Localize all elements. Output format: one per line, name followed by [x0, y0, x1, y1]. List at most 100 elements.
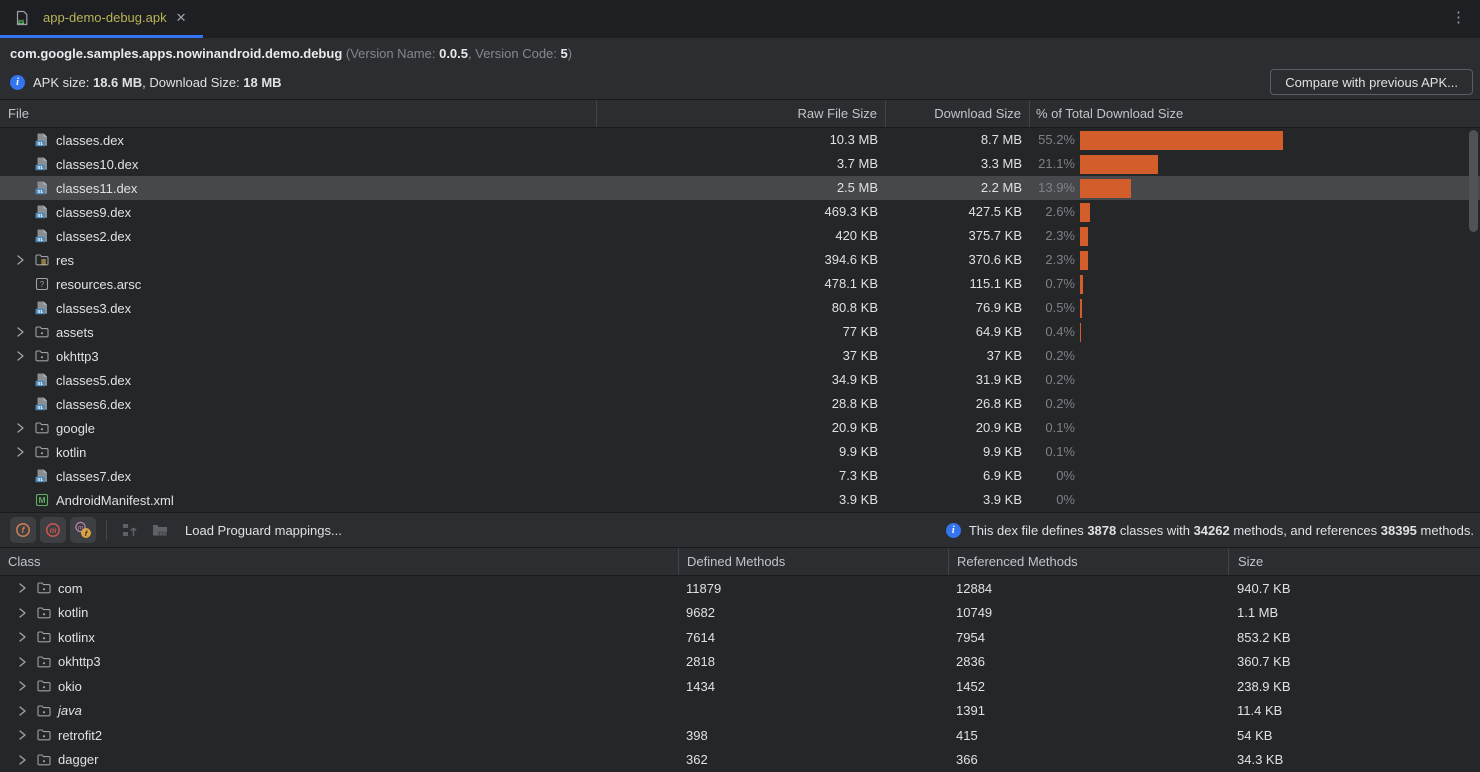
referenced-methods-cell: 366 — [956, 752, 978, 768]
package-folder-icon — [36, 727, 52, 743]
table-row[interactable]: 01 classes.dex 10.3 MB 8.7 MB 55.2% — [0, 128, 1480, 152]
file-cell: 01 classes11.dex — [0, 176, 597, 200]
table-row[interactable]: 01 classes10.dex 3.7 MB 3.3 MB 21.1% — [0, 152, 1480, 176]
chevron-right-icon[interactable] — [14, 654, 36, 670]
percent-cell: 2.6% — [1045, 204, 1075, 219]
dex-file-icon: 01 — [34, 396, 50, 412]
percent-bar-cell — [1080, 128, 1480, 152]
compare-previous-apk-button[interactable]: Compare with previous APK... — [1270, 69, 1473, 95]
download-size-cell: 3.9 KB — [982, 492, 1022, 507]
class-name: java — [58, 703, 82, 719]
show-methods-toggle[interactable]: m — [40, 517, 66, 543]
column-header-referenced-methods: Referenced Methods — [948, 548, 1228, 575]
percent-cell: 0% — [1056, 468, 1075, 483]
size-cell: 54 KB — [1237, 727, 1273, 743]
download-size-cell: 31.9 KB — [975, 372, 1022, 387]
chevron-right-icon[interactable] — [12, 324, 34, 340]
table-row[interactable]: ? resources.arsc 478.1 KB 115.1 KB 0.7% — [0, 272, 1480, 296]
chevron-right-icon[interactable] — [12, 420, 34, 436]
table-row[interactable]: com 11879 12884 940.7 KB — [0, 576, 1480, 601]
table-row[interactable]: 01 classes7.dex 7.3 KB 6.9 KB 0% — [0, 464, 1480, 488]
raw-file-size-cell: 80.8 KB — [831, 300, 878, 315]
table-row[interactable]: kotlinx 7614 7954 853.2 KB — [0, 625, 1480, 650]
column-header-percent-total: % of Total Download Size — [1036, 106, 1184, 121]
percent-cell: 0.5% — [1045, 300, 1075, 315]
raw-file-size-cell: 478.1 KB — [824, 276, 879, 291]
file-name: classes6.dex — [56, 396, 132, 412]
size-cell: 940.7 KB — [1237, 580, 1291, 596]
file-name: classes9.dex — [56, 204, 132, 220]
raw-file-size-cell: 7.3 KB — [838, 468, 878, 483]
table-row[interactable]: dagger 362 366 34.3 KB — [0, 748, 1480, 772]
table-row[interactable]: M AndroidManifest.xml 3.9 KB 3.9 KB 0% — [0, 488, 1480, 512]
download-size-cell: 8.7 MB — [980, 132, 1022, 147]
table-row[interactable]: kotlin 9.9 KB 9.9 KB 0.1% — [0, 440, 1480, 464]
load-proguard-mappings-button[interactable]: Load Proguard mappings... — [185, 522, 342, 538]
show-fields-toggle[interactable]: f — [10, 517, 36, 543]
percent-bar-cell — [1080, 296, 1480, 320]
close-icon[interactable]: ✕ — [175, 9, 187, 25]
tab-apk-editor[interactable]: app-demo-debug.apk ✕ — [0, 0, 203, 38]
table-row[interactable]: assets 77 KB 64.9 KB 0.4% — [0, 320, 1480, 344]
column-header-raw-file-size: Raw File Size — [597, 100, 886, 127]
table-row[interactable]: 01 classes3.dex 80.8 KB 76.9 KB 0.5% — [0, 296, 1480, 320]
chevron-right-icon[interactable] — [14, 678, 36, 694]
file-cell: 01 classes5.dex — [0, 368, 597, 392]
package-folder-icon — [36, 654, 52, 670]
chevron-right-icon[interactable] — [14, 605, 36, 621]
table-row[interactable]: 01 classes6.dex 28.8 KB 26.8 KB 0.2% — [0, 392, 1480, 416]
file-name: resources.arsc — [56, 276, 142, 292]
percent-cell: 0.4% — [1045, 324, 1075, 339]
size-cell: 360.7 KB — [1237, 654, 1291, 670]
table-row[interactable]: 01 classes5.dex 34.9 KB 31.9 KB 0.2% — [0, 368, 1480, 392]
raw-file-size-cell: 10.3 MB — [829, 132, 878, 147]
expand-tree-icon[interactable] — [117, 517, 143, 543]
chevron-right-icon[interactable] — [14, 727, 36, 743]
info-icon: i — [945, 522, 961, 538]
package-folder-icon — [36, 629, 52, 645]
svg-text:01: 01 — [38, 189, 44, 195]
table-row[interactable]: okhttp3 37 KB 37 KB 0.2% — [0, 344, 1480, 368]
svg-text:a.b: a.b — [160, 531, 167, 536]
version-label-mid: , Version Code: — [468, 46, 561, 61]
dex-info-text: This dex file defines 3878 classes with … — [968, 522, 1474, 538]
file-table-header: File Raw File Size Download Size % of To… — [0, 100, 1480, 128]
table-row[interactable]: 01 classes2.dex 420 KB 375.7 KB 2.3% — [0, 224, 1480, 248]
table-row[interactable]: okio 1434 1452 238.9 KB — [0, 674, 1480, 699]
file-name: AndroidManifest.xml — [56, 492, 174, 508]
chevron-right-icon[interactable] — [14, 629, 36, 645]
percent-cell: 0.7% — [1045, 276, 1075, 291]
table-row[interactable]: 01 classes11.dex 2.5 MB 2.2 MB 13.9% — [0, 176, 1480, 200]
chevron-right-icon[interactable] — [14, 752, 36, 768]
raw-file-size-cell: 28.8 KB — [831, 396, 878, 411]
chevron-right-icon[interactable] — [14, 580, 36, 596]
table-row[interactable]: google 20.9 KB 20.9 KB 0.1% — [0, 416, 1480, 440]
mappings-folder-icon[interactable]: a.b — [147, 517, 173, 543]
percent-bar — [1080, 274, 1083, 294]
percent-bar — [1080, 226, 1089, 246]
table-row[interactable]: 01 classes9.dex 469.3 KB 427.5 KB 2.6% — [0, 200, 1480, 224]
kebab-menu-icon[interactable]: ⋮ — [1451, 9, 1466, 26]
vertical-scrollbar[interactable] — [1469, 130, 1478, 232]
dex-file-icon: 01 — [34, 300, 50, 316]
percent-cell: 0.2% — [1045, 348, 1075, 363]
chevron-right-icon[interactable] — [12, 444, 34, 460]
file-name: classes11.dex — [56, 180, 138, 196]
file-name: classes.dex — [56, 132, 124, 148]
file-name: classes5.dex — [56, 372, 132, 388]
class-cell: com — [0, 576, 678, 601]
table-row[interactable]: kotlin 9682 10749 1.1 MB — [0, 601, 1480, 626]
raw-file-size-cell: 394.6 KB — [824, 252, 879, 267]
chevron-right-icon[interactable] — [12, 252, 34, 268]
svg-text:?: ? — [40, 280, 45, 289]
download-size-cell: 3.3 MB — [980, 156, 1022, 171]
table-row[interactable]: res 394.6 KB 370.6 KB 2.3% — [0, 248, 1480, 272]
chevron-right-icon[interactable] — [14, 703, 36, 719]
table-row[interactable]: okhttp3 2818 2836 360.7 KB — [0, 650, 1480, 675]
table-row[interactable]: java 1391 11.4 KB — [0, 699, 1480, 724]
chevron-right-icon[interactable] — [12, 348, 34, 364]
size-cell: 11.4 KB — [1237, 703, 1283, 719]
table-row[interactable]: retrofit2 398 415 54 KB — [0, 723, 1480, 748]
file-name: classes3.dex — [56, 300, 132, 316]
